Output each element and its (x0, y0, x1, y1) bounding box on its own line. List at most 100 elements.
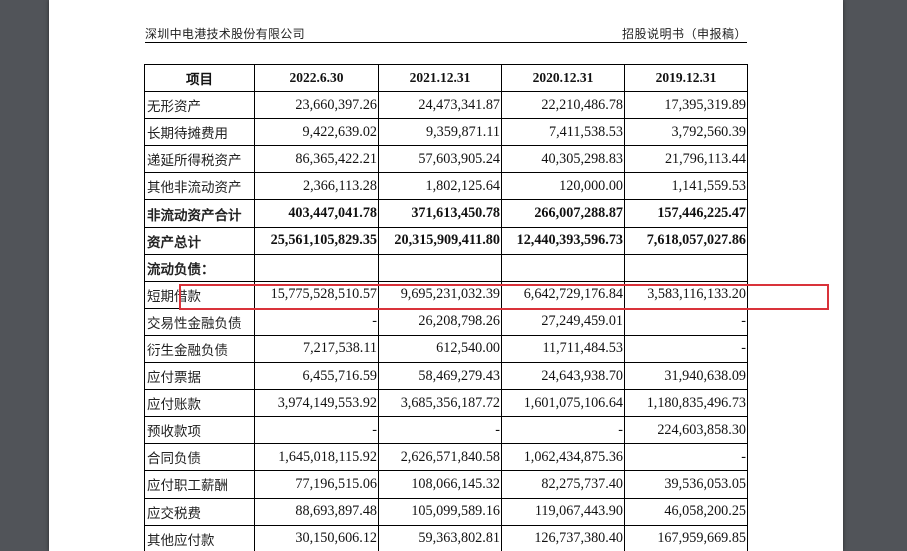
document-page: 深圳中电港技术股份有限公司 招股说明书（申报稿） 项目 2022.6.30 20… (49, 0, 843, 551)
row-label: 递延所得税资产 (144, 145, 255, 174)
table-row: 非流动资产合计 403,447,041.78 371,613,450.78 266,0… (144, 199, 748, 228)
cell-value: 105,099,589.16 (378, 497, 502, 526)
cell-value (378, 253, 502, 282)
cell-value: 82,275,737.40 (501, 470, 625, 499)
cell-value: 12,440,393,596.73 (501, 226, 625, 255)
cell-value: 1,062,434,875.36 (501, 443, 625, 472)
cell-value: 9,695,231,032.39 (378, 280, 502, 309)
row-label: 其他应付款 (144, 524, 255, 551)
cell-value: 46,058,200.25 (624, 497, 748, 526)
row-label: 短期借款 (144, 280, 255, 309)
cell-value: 3,974,149,553.92 (254, 389, 379, 418)
table-row: 交易性金融负债 -26,208,798.26 27,249,459.01- (144, 307, 748, 336)
row-label: 应付职工薪酬 (144, 470, 255, 499)
cell-value (624, 253, 748, 282)
company-name: 深圳中电港技术股份有限公司 (145, 27, 305, 41)
cell-value: 24,473,341.87 (378, 91, 502, 120)
cell-value: 6,642,729,176.84 (501, 280, 625, 309)
cell-value: 266,007,288.87 (501, 199, 625, 228)
cell-value: 167,959,669.85 (624, 524, 748, 551)
cell-value: 21,796,113.44 (624, 145, 748, 174)
cell-value: 59,363,802.81 (378, 524, 502, 551)
table-row: 长期待摊费用 9,422,639.02 9,359,871.11 7,411,538.… (144, 118, 748, 147)
cell-value: 224,603,858.30 (624, 416, 748, 445)
table-row: 合同负债 1,645,018,115.92 2,626,571,840.58 1,06… (144, 443, 748, 472)
cell-value: 57,603,905.24 (378, 145, 502, 174)
cell-value: 403,447,041.78 (254, 199, 379, 228)
table-row-highlighted: 短期借款 15,775,528,510.57 9,695,231,032.39 6,6… (144, 280, 748, 309)
cell-value: 7,217,538.11 (254, 334, 379, 364)
balance-sheet-table: 项目 2022.6.30 2021.12.31 2020.12.31 2019.… (144, 63, 748, 551)
cell-value: 77,196,515.06 (254, 470, 379, 499)
table-row: 无形资产 23,660,397.26 24,473,341.87 22,210,486… (144, 91, 748, 120)
cell-value: 3,792,560.39 (624, 118, 748, 147)
row-label: 应付票据 (144, 362, 255, 391)
document-type: 招股说明书（申报稿） (621, 27, 747, 41)
cell-value: 1,180,835,496.73 (624, 389, 748, 418)
cell-value: 24,643,938.70 (501, 362, 625, 391)
cell-value: 17,395,319.89 (624, 91, 748, 120)
cell-value: 2,366,113.28 (254, 172, 379, 201)
cell-value (254, 253, 379, 282)
cell-value: - (624, 334, 748, 364)
cell-value: 22,210,486.78 (501, 91, 625, 120)
cell-value: 88,693,897.48 (254, 497, 379, 526)
table-row: 流动负债： (144, 253, 748, 282)
cell-value: 39,536,053.05 (624, 470, 748, 499)
cell-value: 6,455,716.59 (254, 362, 379, 391)
cell-value: 40,305,298.83 (501, 145, 625, 174)
cell-value: 30,150,606.12 (254, 524, 379, 551)
cell-value: 15,775,528,510.57 (254, 280, 379, 309)
cell-value: 108,066,145.32 (378, 470, 502, 499)
row-label: 非流动资产合计 (144, 199, 255, 228)
cell-value: 1,601,075,106.64 (501, 389, 625, 418)
table-row: 预收款项 - - -224,603,858.30 (144, 416, 748, 445)
cell-value: 126,737,380.40 (501, 524, 625, 551)
row-label: 无形资产 (144, 91, 255, 120)
cell-value: - (254, 416, 379, 445)
row-label: 衍生金融负债 (144, 334, 255, 364)
column-header-2019-12-31: 2019.12.31 (624, 63, 748, 93)
cell-value: - (624, 443, 748, 472)
row-label: 长期待摊费用 (144, 118, 255, 147)
table-row: 衍生金融负债 7,217,538.11 612,540.00 11,711,484.5… (144, 334, 748, 364)
table-row: 应付职工薪酬 77,196,515.06 108,066,145.32 82,275,… (144, 470, 748, 499)
table-row: 应付票据 6,455,716.59 58,469,279.43 24,643,938.… (144, 362, 748, 391)
cell-value: 58,469,279.43 (378, 362, 502, 391)
cell-value (501, 253, 625, 282)
cell-value: 371,613,450.78 (378, 199, 502, 228)
cell-value: 157,446,225.47 (624, 199, 748, 228)
cell-value: 120,000.00 (501, 172, 625, 201)
table-row: 资产总计 25,561,105,829.35 20,315,909,411.80 12… (144, 226, 748, 255)
cell-value: 1,141,559.53 (624, 172, 748, 201)
column-header-2021-12-31: 2021.12.31 (378, 63, 502, 93)
cell-value: 25,561,105,829.35 (254, 226, 379, 255)
table-row: 其他应付款 30,150,606.12 59,363,802.81 126,737,3… (144, 524, 748, 551)
cell-value: 119,067,443.90 (501, 497, 625, 526)
table-header-row: 项目 2022.6.30 2021.12.31 2020.12.31 2019.… (144, 63, 748, 93)
cell-value: 9,359,871.11 (378, 118, 502, 147)
row-label: 合同负债 (144, 443, 255, 472)
cell-value: 20,315,909,411.80 (378, 226, 502, 255)
row-label: 其他非流动资产 (144, 172, 255, 201)
cell-value: 3,685,356,187.72 (378, 389, 502, 418)
row-label: 应交税费 (144, 497, 255, 526)
cell-value: 26,208,798.26 (378, 307, 502, 336)
cell-value: 9,422,639.02 (254, 118, 379, 147)
cell-value: - (254, 307, 379, 336)
cell-value: 23,660,397.26 (254, 91, 379, 120)
cell-value: - (624, 307, 748, 336)
cell-value: 31,940,638.09 (624, 362, 748, 391)
cell-value: 27,249,459.01 (501, 307, 625, 336)
row-label: 资产总计 (144, 226, 255, 255)
cell-value: - (378, 416, 502, 445)
column-header-2020-12-31: 2020.12.31 (501, 63, 625, 93)
column-header-2022-06-30: 2022.6.30 (254, 63, 379, 93)
table-row: 递延所得税资产 86,365,422.21 57,603,905.24 40,305,… (144, 145, 748, 174)
page-header: 深圳中电港技术股份有限公司 招股说明书（申报稿） (145, 23, 747, 43)
table-row: 其他非流动资产 2,366,113.28 1,802,125.64 120,000.0… (144, 172, 748, 201)
row-label: 预收款项 (144, 416, 255, 445)
table-row: 应交税费 88,693,897.48 105,099,589.16 119,067,4… (144, 497, 748, 526)
cell-value: 7,618,057,027.86 (624, 226, 748, 255)
